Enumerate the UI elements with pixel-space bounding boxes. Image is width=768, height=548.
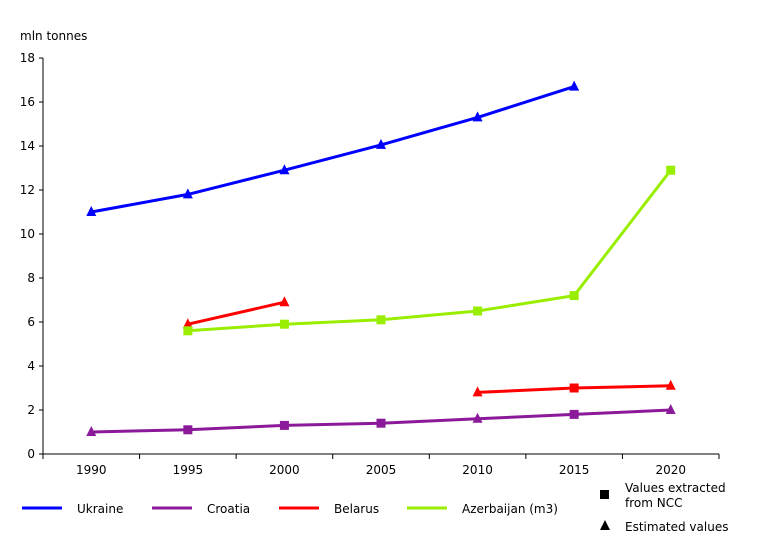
legend-item: Croatia xyxy=(152,502,250,516)
data-point-triangle xyxy=(665,379,676,390)
y-tick-label: 10 xyxy=(20,227,35,241)
series-line-ukraine xyxy=(91,85,575,214)
legend-label: Belarus xyxy=(334,502,379,516)
x-tick-label: 2010 xyxy=(462,463,493,477)
y-tick-label: 12 xyxy=(20,183,35,197)
legend-triangle-text: Estimated values xyxy=(625,520,728,534)
legend-label: Azerbaijan (m3) xyxy=(462,502,558,516)
data-point-triangle xyxy=(665,404,676,414)
y-tick-label: 2 xyxy=(27,403,35,417)
data-point-square xyxy=(569,291,579,301)
data-point-triangle xyxy=(86,206,97,216)
series-line-azerbaijan-m3 xyxy=(187,169,672,333)
legend-item: Ukraine xyxy=(22,502,123,516)
data-point-square xyxy=(569,383,579,393)
y-tick-label: 6 xyxy=(27,315,35,329)
y-tick-label: 16 xyxy=(20,95,35,109)
legend-label: Ukraine xyxy=(77,502,123,516)
legend-item: Belarus xyxy=(279,502,379,516)
data-point-square xyxy=(666,165,676,175)
data-point-triangle xyxy=(376,138,386,149)
series-azerbaijan-m3 xyxy=(183,165,676,336)
y-tick-label: 0 xyxy=(27,447,35,461)
data-point-triangle xyxy=(86,426,97,436)
y-tick-label: 18 xyxy=(20,51,35,65)
data-point-square xyxy=(569,409,579,419)
y-tick-label: 14 xyxy=(20,139,35,153)
legend-square-text-2: from NCC xyxy=(625,496,682,510)
data-point-triangle xyxy=(182,318,193,329)
series-croatia xyxy=(86,404,676,436)
data-point-triangle xyxy=(182,188,193,199)
x-tick-label: 2015 xyxy=(559,463,590,477)
data-point-triangle xyxy=(279,296,290,307)
data-point-square xyxy=(279,420,289,430)
series-line-belarus xyxy=(187,300,285,326)
data-point-triangle xyxy=(472,412,483,423)
legend-label: Croatia xyxy=(207,502,250,516)
y-tick-label: 8 xyxy=(27,271,35,285)
x-tick-label: 2000 xyxy=(269,463,300,477)
marker-legend: Values extracted from NCC Estimated valu… xyxy=(600,481,728,534)
data-point-square xyxy=(473,306,483,316)
data-point-square xyxy=(376,315,386,325)
data-point-square xyxy=(279,319,289,329)
data-point-square xyxy=(183,326,193,336)
x-tick-label: 2020 xyxy=(655,463,686,477)
data-point-triangle xyxy=(569,80,580,91)
series-belarus xyxy=(182,296,676,397)
x-tick-label: 2005 xyxy=(366,463,397,477)
y-tick-label: 4 xyxy=(27,359,35,373)
legend-triangle-marker xyxy=(600,520,610,530)
data-point-triangle xyxy=(472,386,483,397)
data-point-square xyxy=(183,425,193,435)
legend-square-text-1: Values extracted xyxy=(625,481,726,495)
y-axis-label: mln tonnes xyxy=(20,29,87,43)
x-tick-label: 1995 xyxy=(173,463,204,477)
series-ukraine xyxy=(86,80,580,216)
data-point-triangle xyxy=(279,164,290,175)
x-tick-label: 1990 xyxy=(76,463,107,477)
legend-item: Azerbaijan (m3) xyxy=(407,502,558,516)
legend-square-marker xyxy=(600,490,609,499)
data-point-square xyxy=(376,418,386,428)
data-point-triangle xyxy=(472,111,483,122)
